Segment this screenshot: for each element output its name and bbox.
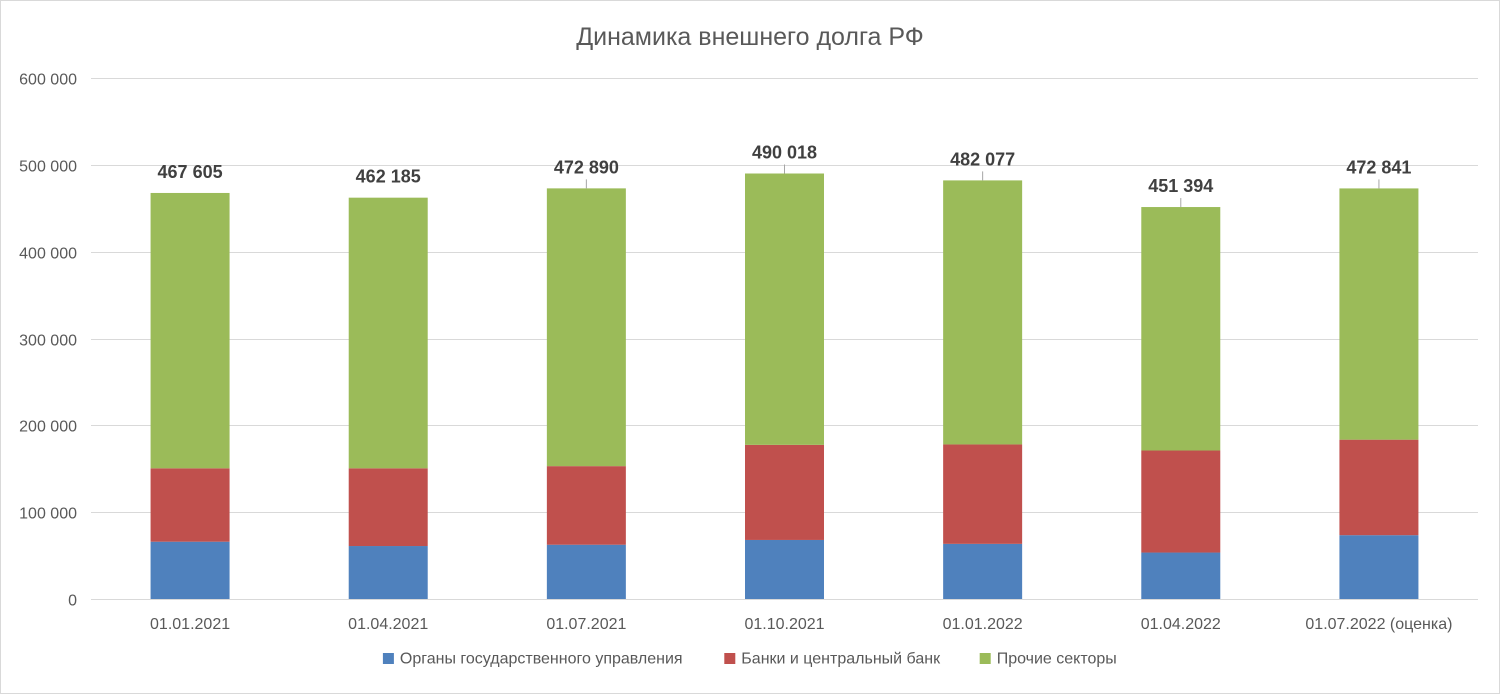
- y-tick-label: 100 000: [19, 506, 77, 523]
- y-tick-label: 500 000: [19, 159, 77, 176]
- legend-swatch: [724, 653, 736, 664]
- bars: [150, 173, 1419, 599]
- bar-segment: [1141, 450, 1221, 553]
- bar-segment: [943, 543, 1023, 599]
- total-data-label: 472 841: [1346, 157, 1411, 177]
- data-labels: 467 605 462 185 472 890 490 018 482 077 451 3…: [158, 143, 1411, 208]
- legend-swatch: [979, 653, 991, 664]
- bar-segment: [546, 544, 626, 599]
- x-tick-label: 01.01.2022: [943, 616, 1023, 633]
- bar-segment: [745, 173, 824, 445]
- bar-segment: [1339, 439, 1419, 536]
- bar-segment: [150, 541, 230, 599]
- axes: 0 100 000 200 000 300 000 400 000 500 000 600 …: [19, 72, 1478, 633]
- y-tick-label: 400 000: [19, 246, 77, 263]
- total-data-label: 482 077: [950, 149, 1015, 169]
- total-data-label: 462 185: [356, 167, 421, 187]
- bar-segment: [1141, 207, 1221, 451]
- legend-entry: Органы государственного управления: [400, 651, 683, 668]
- bar-segment: [1339, 188, 1419, 440]
- y-tick-label: 200 000: [19, 419, 77, 436]
- chart-title: Динамика внешнего долга РФ: [576, 23, 924, 51]
- bar-segment: [943, 180, 1023, 445]
- total-data-label: 490 018: [752, 143, 817, 163]
- x-tick-label: 01.04.2021: [348, 616, 428, 633]
- bar-segment: [745, 539, 824, 599]
- bar-segment: [546, 466, 626, 545]
- x-tick-label: 01.10.2021: [744, 616, 824, 633]
- bar-segment: [150, 468, 230, 542]
- total-data-label: 467 605: [158, 162, 223, 182]
- total-data-label: 472 890: [554, 157, 619, 177]
- x-tick-label: 01.07.2022 (оценка): [1305, 616, 1452, 633]
- bar-segment: [1141, 552, 1221, 599]
- bar-segment: [546, 188, 626, 467]
- y-tick-label: 0: [68, 593, 77, 610]
- legend-entry: Банки и центральный банк: [741, 651, 941, 668]
- bar-segment: [745, 444, 824, 540]
- x-tick-label: 01.07.2021: [546, 616, 626, 633]
- total-data-label: 451 394: [1148, 176, 1213, 196]
- y-tick-label: 600 000: [19, 72, 77, 89]
- y-tick-label: 300 000: [19, 333, 77, 350]
- legend-swatch: [382, 653, 394, 664]
- x-tick-label: 01.04.2022: [1141, 616, 1221, 633]
- legend-entry: Прочие секторы: [997, 651, 1117, 668]
- bar-segment: [348, 197, 428, 469]
- bar-segment: [150, 192, 230, 469]
- legend: Органы государственного управления Банки …: [382, 651, 1117, 668]
- x-tick-label: 01.01.2021: [150, 616, 230, 633]
- bar-segment: [348, 546, 428, 599]
- bar-segment: [348, 468, 428, 547]
- bar-segment: [1339, 535, 1419, 599]
- bar-segment: [943, 444, 1023, 544]
